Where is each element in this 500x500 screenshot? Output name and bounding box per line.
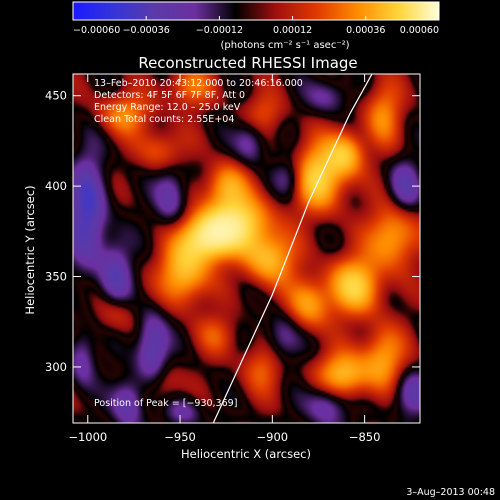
x-tick-label: −950	[164, 430, 196, 444]
annotation-line: 13–Feb–2010 20:43:12.000 to 20:46:16.000	[94, 78, 303, 89]
colorbar-tick-label: −0.00036	[123, 25, 170, 36]
x-axis: −1000 −950 −900 −850	[68, 74, 380, 444]
x-axis-label: Heliocentric X (arcsec)	[181, 447, 311, 461]
y-axis-label: Heliocentric Y (arcsec)	[23, 185, 37, 314]
colorbar-tick-label: 0.00036	[346, 25, 385, 36]
plot-frame	[72, 73, 421, 424]
colorbar-tick-label: 0.00012	[273, 25, 312, 36]
colorbar-tick-label: −0.00012	[196, 25, 243, 36]
colorbar-tick-label: −0.00060	[73, 25, 120, 36]
heatmap-image	[73, 74, 420, 423]
annotation-line: Energy Range: 12.0 – 25.0 keV	[94, 102, 241, 113]
annotation-line: Detectors: 4F 5F 6F 7F 8F, Att 0	[94, 90, 245, 101]
colorbar-ticks: −0.00060 −0.00036 −0.00012 0.00012 0.00036 0.…	[72, 16, 440, 36]
chart-title: Reconstructed RHESSI Image	[138, 54, 357, 72]
y-tick-label: 400	[45, 179, 67, 193]
y-tick-label: 450	[45, 89, 67, 103]
y-tick-label: 300	[45, 360, 67, 374]
annotation-block: 13–Feb–2010 20:43:12.000 to 20:46:16.000…	[94, 78, 303, 125]
colorbar-units-label: (photons cm⁻² s⁻¹ asec⁻²)	[220, 40, 349, 51]
peak-position-label: Position of Peak = [−930,369]	[94, 398, 237, 409]
x-tick-label: −850	[349, 430, 381, 444]
plot-area	[73, 74, 420, 423]
y-axis: 300 350 400 450	[45, 89, 420, 374]
colorbar	[72, 1, 440, 21]
colorbar-tick-label: 0.00060	[400, 25, 439, 36]
annotation-line: Clean Total counts: 2.55E+04	[94, 114, 234, 125]
x-tick-label: −900	[257, 430, 289, 444]
footer-date: 3–Aug–2013 00:48	[406, 487, 495, 498]
y-tick-label: 350	[45, 270, 67, 284]
solar-limb-line	[212, 74, 373, 423]
x-tick-label: −1000	[68, 430, 107, 444]
